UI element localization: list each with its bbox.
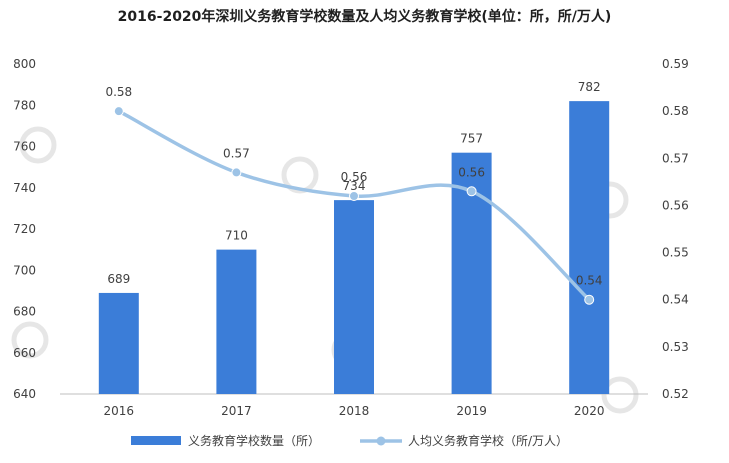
bar-data-label: 689: [107, 272, 130, 286]
line-data-label: 0.56: [458, 165, 485, 179]
legend-label-bar: 义务教育学校数量（所）: [188, 433, 320, 448]
line-point: [584, 294, 595, 305]
chart-title: 2016-2020年深圳义务教育学校数量及人均义务教育学校(单位：所，所/万人): [117, 9, 612, 25]
line-point: [231, 167, 242, 178]
y-left-tick-label: 680: [13, 305, 36, 319]
y-right-tick-label: 0.54: [662, 293, 689, 307]
y-right-tick-label: 0.52: [662, 387, 689, 401]
bar: [216, 249, 257, 394]
y-right-tick-label: 0.58: [662, 104, 689, 118]
y-left-tick-label: 700: [13, 263, 36, 277]
legend-label-line: 人均义务教育学校（所/万人）: [408, 433, 568, 448]
bar-series: [98, 101, 610, 394]
x-tick-label: 2016: [104, 404, 135, 418]
line-data-label: 0.58: [105, 85, 132, 99]
bar: [569, 101, 610, 394]
y-left-tick-label: 720: [13, 222, 36, 236]
watermark-logo: [281, 156, 319, 194]
bar-data-label: 757: [460, 132, 483, 146]
y-left-tick-label: 660: [13, 346, 36, 360]
bar: [98, 292, 139, 394]
x-tick-label: 2017: [221, 404, 252, 418]
line-point: [349, 191, 359, 201]
y-right-tick-label: 0.53: [662, 340, 689, 354]
watermark-logo: [11, 321, 49, 359]
bar: [334, 200, 374, 394]
data-labels: 689 710 734 757 782 0.58 0.57 0.56 0.56 0.54: [105, 80, 602, 288]
bar-data-label: 734: [343, 179, 366, 193]
legend-marker-line: [376, 436, 386, 446]
watermark-logo: [19, 126, 57, 164]
legend: 义务教育学校数量（所） 人均义务教育学校（所/万人）: [131, 433, 568, 448]
legend-swatch-bar: [131, 436, 181, 445]
bar-data-label: 782: [578, 80, 601, 94]
watermark-logo: [601, 376, 639, 414]
y-left-tick-label: 740: [13, 181, 36, 195]
y-left-tick-label: 760: [13, 140, 36, 154]
y-right-tick-label: 0.59: [662, 57, 689, 71]
y-right-tick-label: 0.55: [662, 246, 689, 260]
line-series: [113, 106, 595, 305]
y-left-tick-label: 780: [13, 98, 36, 112]
line-point: [466, 186, 477, 197]
x-tick-label: 2020: [574, 404, 605, 418]
line-data-label: 0.54: [576, 274, 603, 288]
bar-data-label: 710: [225, 229, 248, 243]
y-left-tick-label: 640: [13, 387, 36, 401]
x-tick-label: 2018: [339, 404, 370, 418]
y-right-tick-label: 0.56: [662, 198, 689, 212]
line-data-label: 0.57: [223, 146, 250, 160]
line-point: [113, 106, 124, 117]
y-left-tick-label: 800: [13, 57, 36, 71]
y-right-tick-label: 0.57: [662, 151, 689, 165]
line-data-label: 0.56: [341, 170, 368, 184]
x-tick-label: 2019: [456, 404, 487, 418]
